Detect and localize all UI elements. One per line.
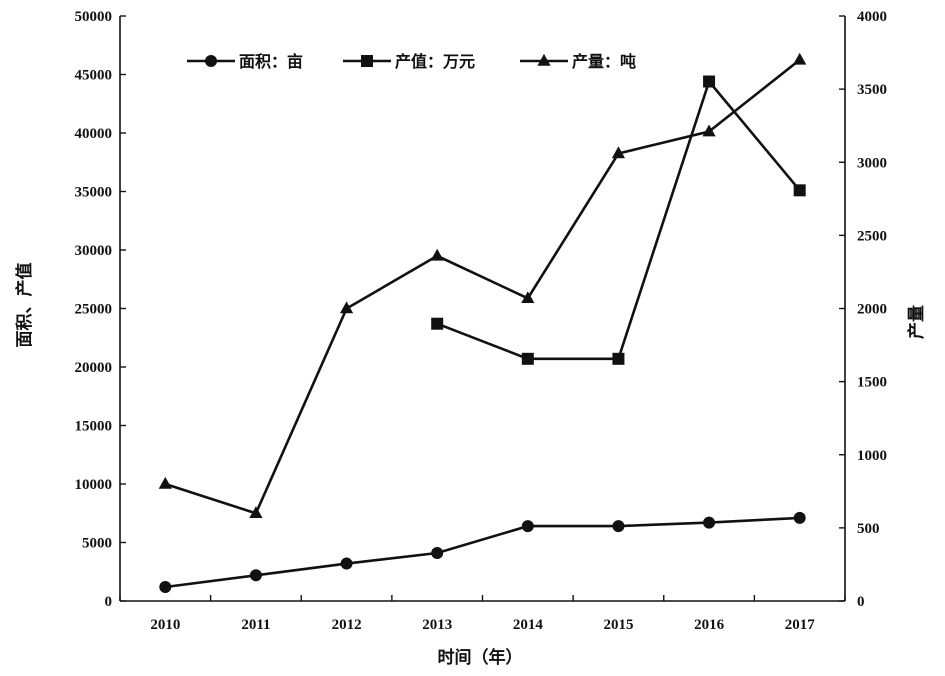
x-tick-label: 2017	[785, 617, 816, 633]
right-tick-label: 3000	[857, 155, 887, 171]
x-axis-title: 时间（年）	[438, 647, 523, 668]
y-axis-title: 面积、产值	[14, 263, 35, 348]
point-triangle	[537, 53, 551, 66]
left-tick-label: 5000	[82, 536, 112, 552]
point-triangle	[702, 124, 716, 137]
right-tick-label: 1000	[857, 448, 887, 464]
right-tick-label: 2500	[857, 228, 887, 244]
right-axis-ticks: 0 500 1000 1500 2000 2500 3000 3500 4000	[839, 9, 887, 610]
left-tick-label: 35000	[75, 185, 113, 201]
legend-item: 面积：亩	[187, 52, 303, 71]
right-tick-label: 4000	[857, 9, 887, 25]
point-triangle	[249, 506, 263, 519]
left-tick-label: 45000	[75, 68, 113, 84]
right-tick-label: 1500	[857, 375, 887, 391]
point-circle	[703, 516, 716, 529]
point-square	[431, 317, 444, 330]
point-triangle	[430, 248, 444, 261]
legend-label: 面积：亩	[239, 52, 303, 71]
right-tick-label: 3500	[857, 82, 887, 98]
series-layer	[158, 52, 807, 593]
x-tick-label: 2012	[332, 617, 362, 633]
left-tick-label: 0	[105, 594, 113, 610]
left-tick-label: 15000	[75, 419, 113, 435]
point-triangle	[339, 301, 354, 314]
legend: 面积：亩 产值：万元 产量：吨	[187, 52, 636, 71]
right-tick-label: 0	[857, 594, 865, 610]
y2-axis-title: 产量	[906, 305, 927, 339]
x-tick-label: 2014	[513, 617, 544, 633]
left-tick-label: 30000	[75, 243, 113, 259]
series-line	[436, 78, 801, 361]
legend-label: 产值：万元	[395, 52, 475, 71]
point-square	[793, 184, 806, 197]
point-circle	[159, 580, 172, 593]
legend-item: 产量：吨	[520, 52, 636, 71]
x-tick-label: 2016	[694, 617, 725, 633]
point-circle	[431, 547, 444, 560]
left-tick-label: 50000	[75, 9, 113, 25]
x-axis-ticks: 2010 2011 2012 2013 2014 2015 2016 2017	[119, 595, 846, 633]
x-tick-label: 2013	[422, 617, 452, 633]
point-square	[521, 352, 534, 365]
left-tick-label: 40000	[75, 126, 113, 142]
point-circle	[340, 557, 353, 570]
left-tick-label: 25000	[75, 302, 113, 318]
left-tick-label: 20000	[75, 360, 113, 376]
left-tick-label: 10000	[75, 477, 113, 493]
point-circle	[205, 55, 217, 67]
legend-label: 产量：吨	[572, 52, 636, 71]
x-tick-label: 2011	[241, 617, 270, 633]
series-line	[165, 516, 800, 589]
plot-area	[119, 16, 846, 602]
point-triangle	[158, 476, 172, 489]
point-triangle	[521, 291, 535, 304]
point-circle	[521, 520, 534, 533]
point-square	[612, 352, 625, 365]
x-tick-label: 2015	[603, 617, 633, 633]
series-line	[164, 58, 801, 515]
point-circle	[793, 511, 806, 524]
series-triangle	[158, 52, 807, 519]
point-circle	[612, 520, 625, 533]
right-tick-label: 2000	[857, 302, 887, 318]
point-square	[361, 55, 373, 67]
x-tick-label: 2010	[150, 617, 180, 633]
point-circle	[249, 569, 262, 582]
series-circle	[159, 511, 806, 593]
legend-item: 产值：万元	[343, 52, 475, 71]
point-triangle	[793, 52, 807, 65]
point-triangle	[611, 146, 626, 159]
left-axis-ticks: 0 5000 10000 15000 20000 25000 30000 35000 40000…	[75, 9, 126, 610]
right-tick-label: 500	[857, 521, 880, 537]
point-square	[703, 75, 716, 88]
series-square	[431, 75, 806, 365]
